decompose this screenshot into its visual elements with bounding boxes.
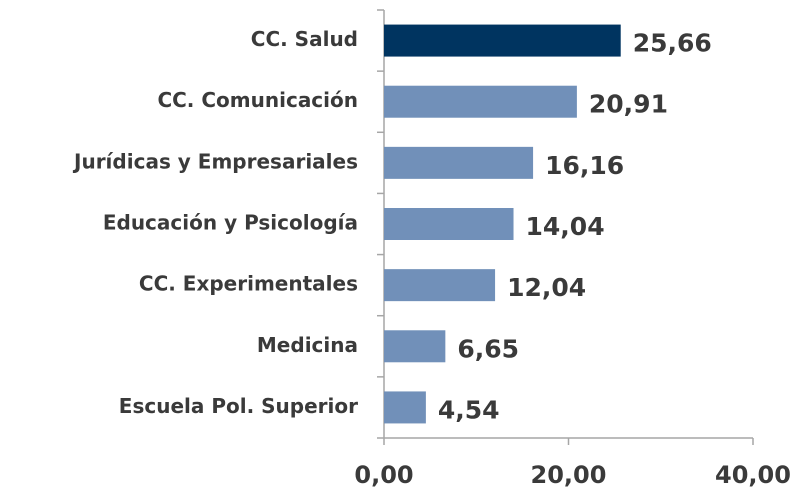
bar [384, 208, 514, 240]
value-label: 25,66 [633, 29, 712, 58]
x-tick-label: 0,00 [354, 461, 413, 489]
category-label: CC. Comunicación [157, 88, 358, 112]
value-label: 4,54 [438, 395, 500, 424]
category-label: Escuela Pol. Superior [119, 394, 358, 418]
value-label: 12,04 [507, 273, 586, 302]
category-label: Medicina [257, 333, 358, 357]
x-tick-label: 40,00 [715, 461, 791, 489]
category-label: Jurídicas y Empresariales [72, 149, 358, 173]
bar [384, 85, 577, 118]
bar [384, 24, 621, 57]
bar [384, 269, 496, 302]
category-label: Educación y Psicología [103, 211, 358, 235]
x-tick-label: 20,00 [531, 461, 607, 489]
bar [384, 146, 534, 179]
bar [384, 391, 426, 424]
category-label: CC. Salud [251, 27, 358, 51]
value-label: 14,04 [526, 212, 605, 241]
bar [384, 330, 446, 363]
value-label: 16,16 [545, 151, 624, 180]
value-label: 20,91 [589, 90, 668, 119]
value-label: 6,65 [457, 334, 519, 363]
category-label: CC. Experimentales [139, 272, 358, 296]
